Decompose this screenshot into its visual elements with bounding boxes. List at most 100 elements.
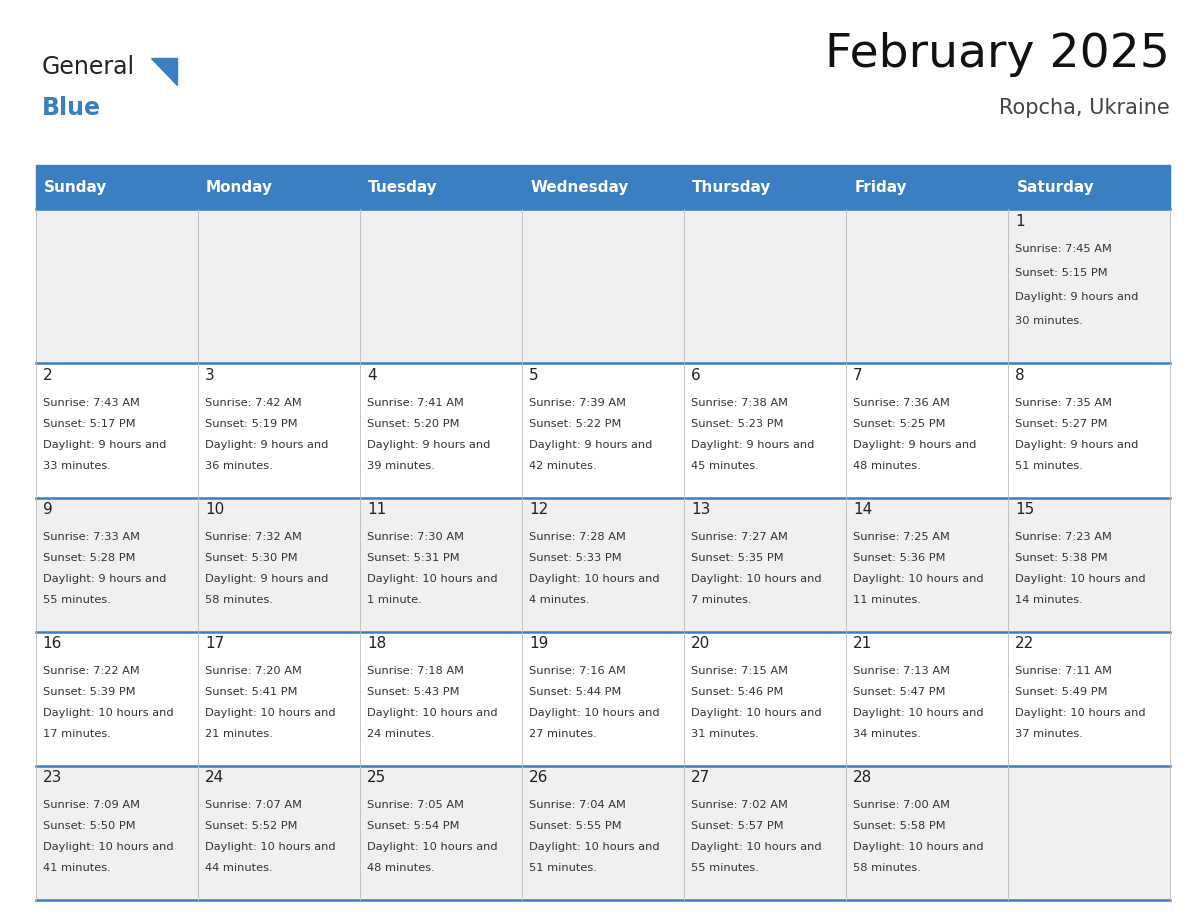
Polygon shape [684,766,846,900]
Polygon shape [1009,209,1170,364]
Polygon shape [36,632,197,766]
Text: Ropcha, Ukraine: Ropcha, Ukraine [999,98,1170,118]
Text: Daylight: 9 hours and: Daylight: 9 hours and [691,440,815,450]
Text: Sunrise: 7:35 AM: Sunrise: 7:35 AM [1016,398,1112,409]
Text: Sunset: 5:54 PM: Sunset: 5:54 PM [367,822,460,832]
Text: Sunset: 5:17 PM: Sunset: 5:17 PM [43,420,135,429]
Text: Sunset: 5:43 PM: Sunset: 5:43 PM [367,688,460,697]
Text: 27: 27 [691,770,710,785]
Text: Daylight: 10 hours and: Daylight: 10 hours and [1016,574,1146,584]
Text: 21 minutes.: 21 minutes. [204,729,272,739]
Text: 37 minutes.: 37 minutes. [1016,729,1083,739]
Text: Sunset: 5:20 PM: Sunset: 5:20 PM [367,420,460,429]
Text: 31 minutes.: 31 minutes. [691,729,759,739]
Polygon shape [846,364,1009,498]
Text: 9: 9 [43,502,52,517]
Text: Sunrise: 7:42 AM: Sunrise: 7:42 AM [204,398,302,409]
Polygon shape [36,364,197,498]
Polygon shape [684,209,846,364]
Text: Sunrise: 7:41 AM: Sunrise: 7:41 AM [367,398,463,409]
Text: Daylight: 10 hours and: Daylight: 10 hours and [367,842,498,852]
Text: 25: 25 [367,770,386,785]
Text: Daylight: 9 hours and: Daylight: 9 hours and [853,440,977,450]
Polygon shape [522,498,684,632]
Text: 11: 11 [367,502,386,517]
Text: Sunset: 5:44 PM: Sunset: 5:44 PM [529,688,621,697]
Polygon shape [684,498,846,632]
Text: 41 minutes.: 41 minutes. [43,863,110,873]
Text: Sunrise: 7:09 AM: Sunrise: 7:09 AM [43,800,140,811]
Polygon shape [36,209,197,364]
Text: 33 minutes.: 33 minutes. [43,461,110,471]
Text: Sunset: 5:30 PM: Sunset: 5:30 PM [204,554,297,563]
Text: 1 minute.: 1 minute. [367,595,422,605]
Text: 42 minutes.: 42 minutes. [529,461,596,471]
Text: Wednesday: Wednesday [530,180,628,195]
Text: 17: 17 [204,636,225,651]
Text: Daylight: 10 hours and: Daylight: 10 hours and [367,708,498,718]
Text: Sunset: 5:19 PM: Sunset: 5:19 PM [204,420,297,429]
Text: Sunrise: 7:27 AM: Sunrise: 7:27 AM [691,532,788,543]
Text: 55 minutes.: 55 minutes. [691,863,759,873]
Text: Sunrise: 7:33 AM: Sunrise: 7:33 AM [43,532,140,543]
Text: Sunrise: 7:02 AM: Sunrise: 7:02 AM [691,800,788,811]
Text: 36 minutes.: 36 minutes. [204,461,272,471]
Text: 11 minutes.: 11 minutes. [853,595,921,605]
Polygon shape [1009,165,1170,209]
Text: Thursday: Thursday [693,180,772,195]
Text: 34 minutes.: 34 minutes. [853,729,921,739]
Text: Sunrise: 7:36 AM: Sunrise: 7:36 AM [853,398,950,409]
Text: 12: 12 [529,502,548,517]
Text: 13: 13 [691,502,710,517]
Text: General: General [42,55,134,79]
Polygon shape [846,209,1009,364]
Text: Sunset: 5:52 PM: Sunset: 5:52 PM [204,822,297,832]
Text: Sunrise: 7:00 AM: Sunrise: 7:00 AM [853,800,950,811]
Text: Sunrise: 7:39 AM: Sunrise: 7:39 AM [529,398,626,409]
Polygon shape [846,766,1009,900]
Text: Sunrise: 7:04 AM: Sunrise: 7:04 AM [529,800,626,811]
Text: 21: 21 [853,636,872,651]
Text: 19: 19 [529,636,549,651]
Text: 2: 2 [43,368,52,383]
Polygon shape [684,364,846,498]
Text: Daylight: 10 hours and: Daylight: 10 hours and [367,574,498,584]
Text: Sunset: 5:38 PM: Sunset: 5:38 PM [1016,554,1108,563]
Text: 14 minutes.: 14 minutes. [1016,595,1083,605]
Polygon shape [846,632,1009,766]
Text: Daylight: 9 hours and: Daylight: 9 hours and [43,574,166,584]
Text: 26: 26 [529,770,549,785]
Text: 7 minutes.: 7 minutes. [691,595,752,605]
Text: Daylight: 10 hours and: Daylight: 10 hours and [691,708,822,718]
Text: Sunset: 5:46 PM: Sunset: 5:46 PM [691,688,783,697]
Polygon shape [197,209,360,364]
Text: 3: 3 [204,368,215,383]
Text: Sunset: 5:27 PM: Sunset: 5:27 PM [1016,420,1107,429]
Text: 10: 10 [204,502,225,517]
Text: Sunset: 5:31 PM: Sunset: 5:31 PM [367,554,460,563]
Polygon shape [36,165,197,209]
Polygon shape [197,364,360,498]
Text: Sunset: 5:39 PM: Sunset: 5:39 PM [43,688,135,697]
Polygon shape [522,364,684,498]
Text: 17 minutes.: 17 minutes. [43,729,110,739]
Text: 45 minutes.: 45 minutes. [691,461,759,471]
Text: 4 minutes.: 4 minutes. [529,595,589,605]
Text: Daylight: 10 hours and: Daylight: 10 hours and [853,708,984,718]
Text: Daylight: 9 hours and: Daylight: 9 hours and [204,440,328,450]
Text: Daylight: 10 hours and: Daylight: 10 hours and [43,842,173,852]
Polygon shape [36,498,197,632]
Polygon shape [846,165,1009,209]
Text: Sunrise: 7:45 AM: Sunrise: 7:45 AM [1016,244,1112,254]
Text: Sunrise: 7:28 AM: Sunrise: 7:28 AM [529,532,626,543]
Text: 16: 16 [43,636,62,651]
Polygon shape [684,632,846,766]
Polygon shape [1009,498,1170,632]
Text: Sunset: 5:47 PM: Sunset: 5:47 PM [853,688,946,697]
Polygon shape [846,498,1009,632]
Polygon shape [36,766,197,900]
Text: 7: 7 [853,368,862,383]
Text: Sunset: 5:28 PM: Sunset: 5:28 PM [43,554,135,563]
Text: 58 minutes.: 58 minutes. [853,863,921,873]
Text: Sunrise: 7:22 AM: Sunrise: 7:22 AM [43,666,139,677]
